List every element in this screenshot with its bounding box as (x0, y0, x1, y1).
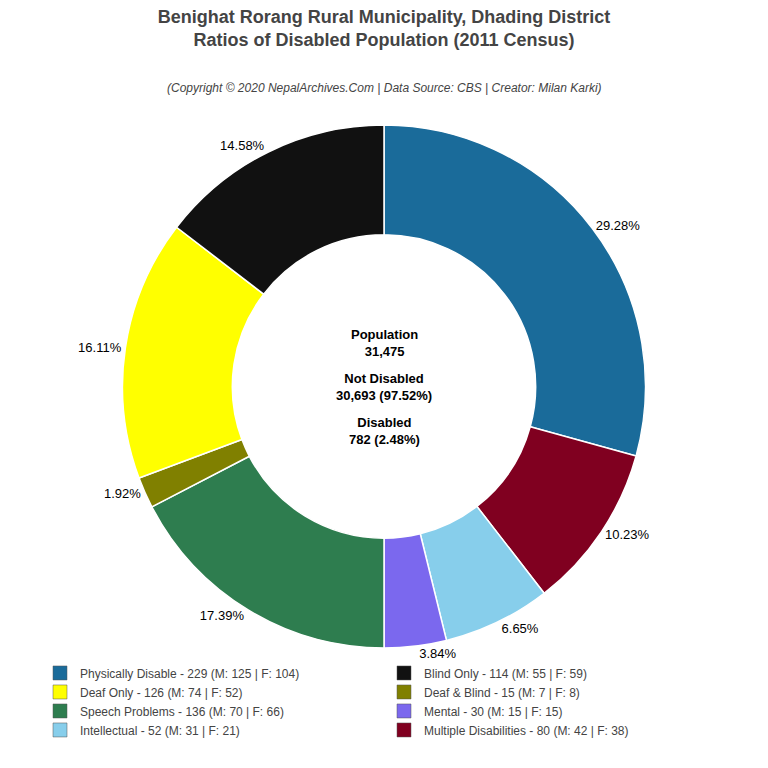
svg-text:16.11%: 16.11% (78, 340, 122, 355)
svg-text:29.28%: 29.28% (596, 218, 641, 233)
svg-text:14.58%: 14.58% (220, 138, 265, 153)
svg-text:Deaf & Blind - 15 (M: 7 | F: 8: Deaf & Blind - 15 (M: 7 | F: 8) (424, 686, 580, 700)
svg-text:Physically Disable - 229 (M: 1: Physically Disable - 229 (M: 125 | F: 10… (80, 667, 299, 681)
svg-text:17.39%: 17.39% (200, 608, 245, 623)
svg-text:10.23%: 10.23% (605, 527, 650, 542)
svg-text:6.65%: 6.65% (502, 621, 539, 636)
svg-text:Not Disabled30,693 (97.52%): Not Disabled30,693 (97.52%) (336, 371, 432, 403)
svg-text:Mental - 30 (M: 15 | F: 15): Mental - 30 (M: 15 | F: 15) (424, 705, 563, 719)
svg-text:(Copyright © 2020 NepalArchive: (Copyright © 2020 NepalArchives.Com | Da… (167, 81, 602, 95)
svg-text:Disabled782 (2.48%): Disabled782 (2.48%) (349, 415, 420, 447)
svg-text:1.92%: 1.92% (104, 486, 141, 501)
svg-text:Intellectual - 52 (M: 31 | F:: Intellectual - 52 (M: 31 | F: 21) (80, 724, 240, 738)
svg-text:Deaf Only - 126 (M: 74 | F: 52: Deaf Only - 126 (M: 74 | F: 52) (80, 686, 243, 700)
svg-text:Blind Only - 114 (M: 55 | F: 5: Blind Only - 114 (M: 55 | F: 59) (424, 667, 587, 681)
svg-text:Population31,475: Population31,475 (351, 327, 418, 359)
svg-text:Speech Problems - 136 (M: 70 |: Speech Problems - 136 (M: 70 | F: 66) (80, 705, 284, 719)
svg-text:Benighat Rorang Rural Municipa: Benighat Rorang Rural Municipality, Dhad… (158, 7, 611, 50)
svg-text:Multiple Disabilities - 80 (M:: Multiple Disabilities - 80 (M: 42 | F: 3… (424, 724, 629, 738)
svg-text:3.84%: 3.84% (419, 646, 457, 661)
